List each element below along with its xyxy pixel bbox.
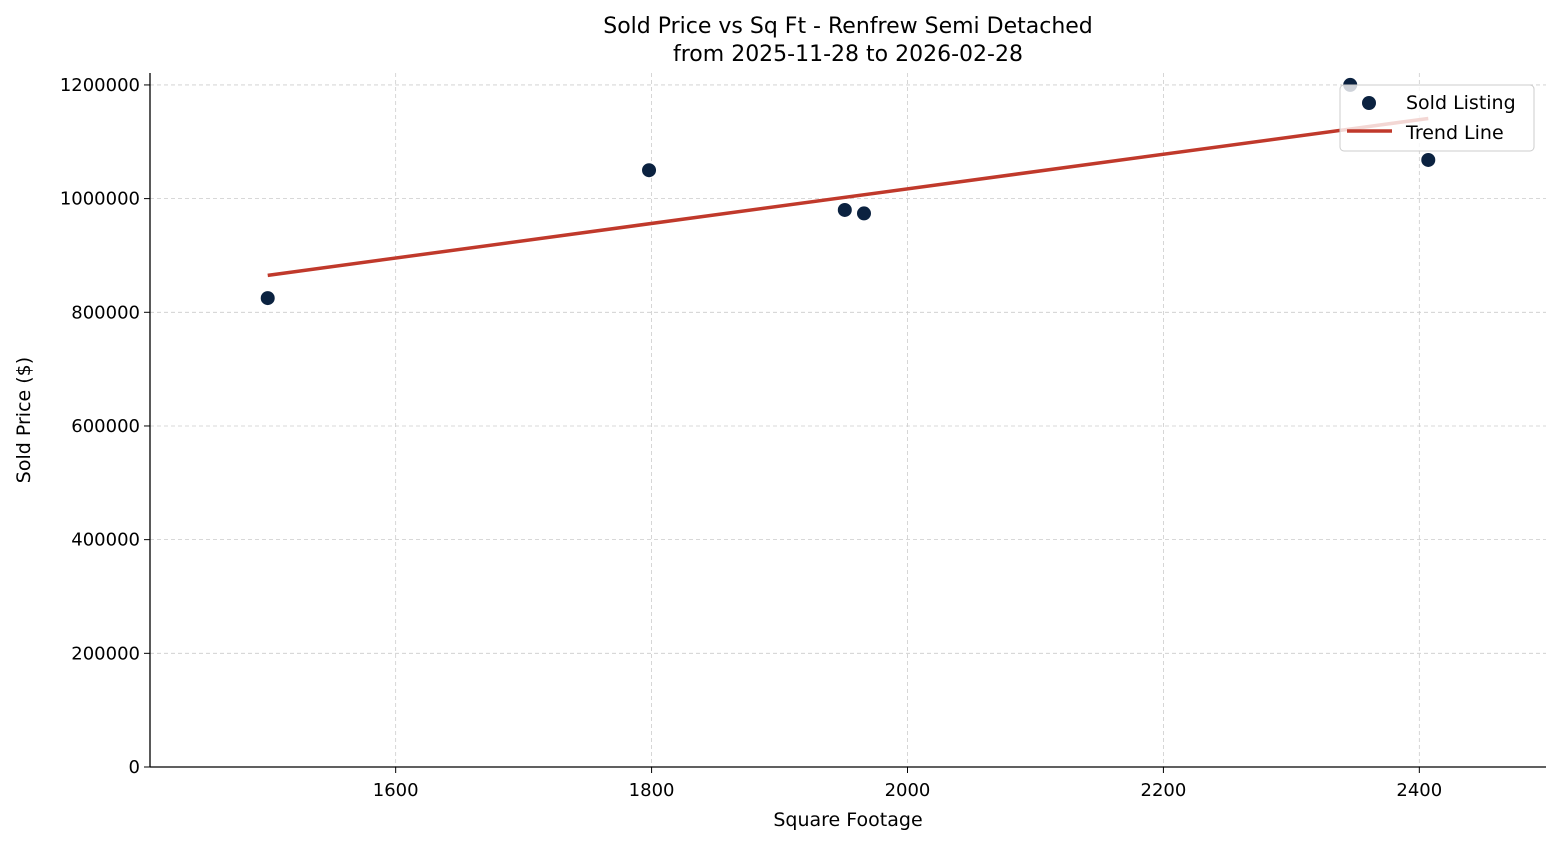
chart-subtitle: from 2025-11-28 to 2026-02-28 (673, 42, 1023, 67)
trend-line (267, 116, 1429, 278)
y-tick-label: 600000 (71, 416, 140, 437)
legend: Sold Listing Trend Line (1339, 84, 1535, 152)
legend-box (1339, 84, 1535, 152)
legend-marker-sold-listing (1362, 96, 1376, 110)
y-tick-label: 0 (129, 757, 140, 778)
data-point (836, 201, 853, 218)
scatter-points (259, 76, 1437, 307)
y-axis-label: Sold Price ($) (13, 357, 35, 483)
x-axis-label: Square Footage (773, 809, 922, 831)
legend-label-trend-line: Trend Line (1405, 122, 1504, 144)
x-tick-label: 1600 (373, 780, 419, 801)
y-tick-label: 200000 (71, 643, 140, 664)
y-tick-label: 400000 (71, 530, 140, 551)
ticks: 1600 1800 2000 2200 2400 0 200000 400000 600000 8… (60, 75, 1442, 801)
x-tick-label: 1800 (629, 780, 675, 801)
x-tick-label: 2200 (1141, 780, 1187, 801)
data-point (259, 290, 276, 307)
y-tick-label: 1200000 (60, 75, 140, 96)
data-point (855, 205, 872, 222)
chart-title: Sold Price vs Sq Ft - Renfrew Semi Detac… (603, 14, 1093, 39)
x-tick-label: 2400 (1396, 780, 1442, 801)
trend-line-layer (267, 116, 1429, 278)
grid (150, 73, 1546, 768)
x-tick-label: 2000 (885, 780, 931, 801)
y-tick-label: 1000000 (60, 189, 140, 210)
data-point (641, 162, 658, 179)
data-point (1420, 151, 1437, 168)
legend-label-sold-listing: Sold Listing (1406, 92, 1516, 114)
y-tick-label: 800000 (71, 302, 140, 323)
